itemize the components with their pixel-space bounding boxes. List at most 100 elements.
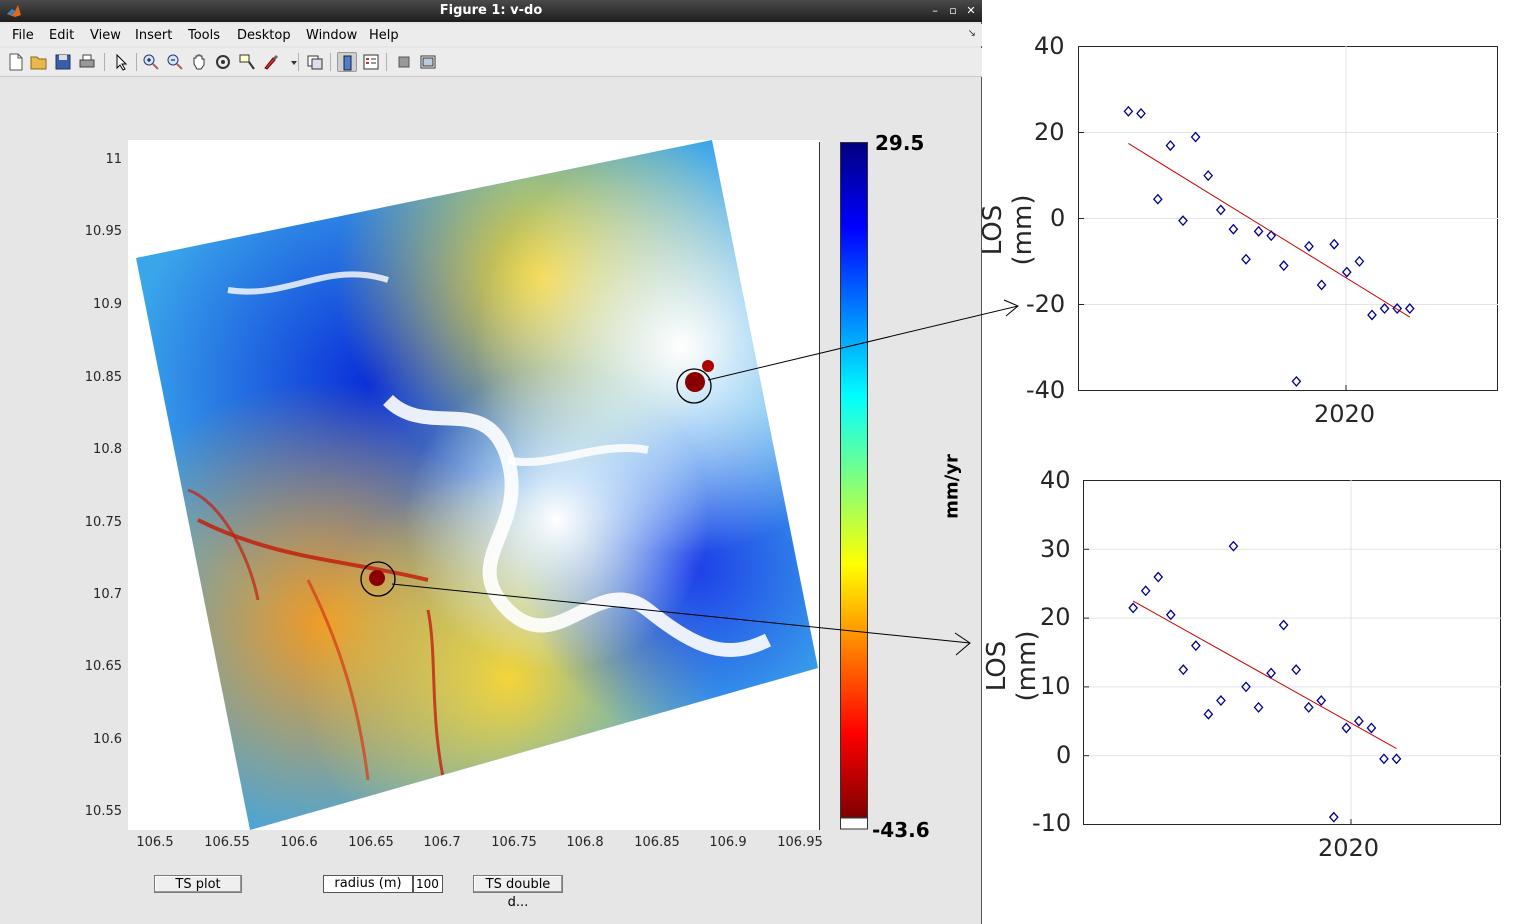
data-point-marker: [1328, 811, 1339, 823]
plot1-x-tick: 2020: [1314, 400, 1376, 428]
open-file-icon[interactable]: [29, 52, 49, 72]
y-tick-label: 10.85: [84, 370, 122, 385]
data-point-marker: [1203, 170, 1214, 182]
menu-view-label: View: [90, 28, 121, 43]
data-point-marker: [1153, 571, 1164, 583]
radius-input[interactable]: 100: [413, 875, 443, 893]
selection-circle[interactable]: [360, 561, 396, 597]
trend-line: [1128, 143, 1411, 318]
data-point-marker: [1392, 303, 1403, 315]
matlab-logo-icon: [7, 5, 21, 17]
velocity-raster: [136, 140, 818, 830]
x-tick-label: 106.5: [136, 835, 174, 850]
title-bar[interactable]: Figure 1: v-do – ▫ ✕: [0, 0, 982, 22]
data-point-marker: [1152, 193, 1163, 205]
close-button[interactable]: ✕: [966, 4, 976, 17]
menu-edit-label: Edit: [49, 28, 75, 43]
data-point-marker: [1404, 303, 1415, 315]
hide-plot-tools-icon[interactable]: [394, 52, 414, 72]
plot2-y-tick: 30: [1040, 535, 1071, 563]
save-icon[interactable]: [53, 52, 73, 72]
colorbar-min-label: -43.6: [872, 818, 930, 842]
data-point-marker: [1228, 223, 1239, 235]
new-figure-icon[interactable]: [6, 52, 26, 72]
x-tick-label: 106.95: [777, 835, 823, 850]
link-plot-icon[interactable]: [305, 52, 325, 72]
data-point-marker: [1316, 279, 1327, 291]
data-point-marker: [1128, 602, 1139, 614]
colorbar-max-label: 29.5: [875, 131, 925, 155]
data-point-marker: [1190, 640, 1201, 652]
data-point-marker: [1241, 681, 1251, 693]
y-tick-label: 10.75: [84, 515, 122, 530]
x-tick-label: 106.75: [491, 835, 537, 850]
data-point-marker: [1303, 701, 1314, 713]
data-point-marker: [1266, 667, 1276, 679]
menu-help[interactable]: Help: [369, 28, 399, 43]
menu-view[interactable]: View: [90, 28, 121, 43]
data-point-marker: [1190, 131, 1201, 143]
data-point-marker: [1266, 230, 1277, 242]
figure-window: Figure 1: v-do – ▫ ✕ File Edit View Inse…: [0, 0, 982, 924]
menu-help-label: Help: [369, 28, 399, 43]
velocity-map[interactable]: [128, 140, 820, 830]
show-plot-tools-icon[interactable]: [418, 52, 438, 72]
data-point-marker: [1140, 585, 1151, 597]
colorbar-icon[interactable]: [337, 52, 357, 72]
colorbar[interactable]: [840, 142, 868, 830]
rotate-icon[interactable]: [213, 52, 233, 72]
print-icon[interactable]: [77, 52, 97, 72]
timeseries-plot-2[interactable]: [1083, 480, 1501, 825]
data-cursor-icon[interactable]: [237, 52, 257, 72]
menu-desktop[interactable]: Desktop: [237, 28, 291, 43]
plot1-y-tick: 20: [1034, 118, 1065, 146]
selection-circle[interactable]: [676, 368, 712, 404]
data-point-marker: [1379, 753, 1389, 765]
y-tick-label: 11: [105, 152, 122, 167]
menu-tools-label: Tools: [188, 28, 221, 43]
zoom-out-icon[interactable]: [165, 52, 185, 72]
x-tick-label: 106.9: [709, 835, 747, 850]
y-tick-label: 10.7: [93, 587, 122, 602]
data-point-marker: [1341, 266, 1352, 278]
data-point-marker: [1354, 715, 1364, 727]
data-point-marker: [1341, 722, 1352, 734]
data-point-marker: [1366, 722, 1377, 734]
plot1-y-label: LOS (mm): [978, 194, 1038, 266]
menu-insert[interactable]: Insert: [135, 28, 172, 43]
menu-edit[interactable]: Edit: [49, 28, 74, 43]
brush-dropdown-icon[interactable]: [284, 52, 297, 72]
data-point-marker: [1253, 225, 1264, 237]
plot-frame: [1083, 480, 1501, 825]
y-tick-label: 10.9: [93, 297, 122, 312]
toolbar-separator: [298, 53, 299, 71]
data-point-marker: [1278, 619, 1289, 631]
toolbar-separator: [136, 53, 137, 71]
zoom-in-icon[interactable]: [141, 52, 161, 72]
ts-plot-button[interactable]: TS plot: [154, 875, 242, 893]
timeseries-plot-1[interactable]: [1078, 46, 1498, 391]
minimize-button[interactable]: –: [932, 4, 938, 17]
maximize-button[interactable]: ▫: [949, 4, 957, 17]
data-point-marker: [1316, 695, 1327, 706]
pan-icon[interactable]: [189, 52, 209, 72]
menu-window[interactable]: Window: [306, 28, 357, 43]
data-point-marker: [1367, 309, 1377, 321]
menu-file[interactable]: File: [12, 28, 34, 43]
ts-double-difference-button[interactable]: TS double d...: [473, 875, 563, 910]
data-point-marker: [1178, 215, 1188, 227]
pointer-icon[interactable]: [111, 52, 131, 72]
data-point-marker: [1165, 609, 1176, 621]
dock-arrow-icon[interactable]: ↘: [967, 28, 976, 39]
legend-icon[interactable]: [361, 52, 381, 72]
data-point-marker: [1278, 260, 1289, 272]
plot1-y-tick: 0: [1050, 204, 1066, 232]
menu-tools[interactable]: Tools: [188, 28, 220, 43]
brush-icon[interactable]: [261, 52, 281, 72]
data-point-marker: [1291, 375, 1302, 387]
x-tick-label: 106.7: [423, 835, 461, 850]
plot2-y-tick: -10: [1032, 809, 1072, 837]
data-point-marker: [1178, 664, 1189, 676]
data-point-marker: [1216, 695, 1226, 706]
y-tick-label: 10.55: [84, 804, 122, 819]
